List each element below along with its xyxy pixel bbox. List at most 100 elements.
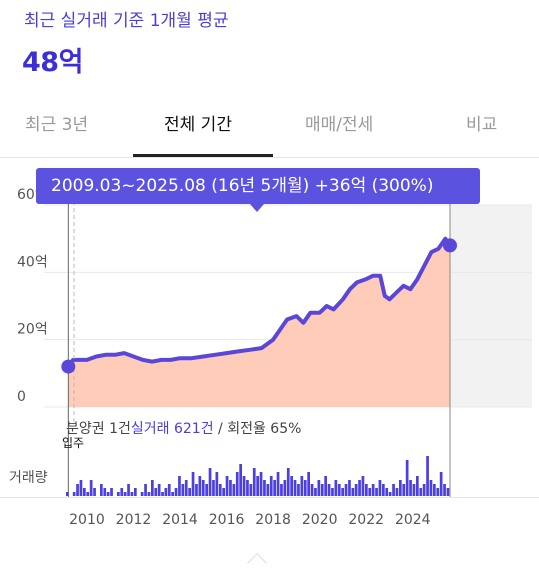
volume-bar — [184, 480, 188, 496]
volume-bar — [225, 476, 229, 496]
x-tick-label: 2014 — [162, 512, 198, 528]
volume-bar — [154, 488, 158, 496]
price-area — [68, 238, 450, 407]
volume-bar — [252, 468, 256, 496]
volume-bar — [365, 484, 368, 496]
volume-bar — [280, 484, 283, 496]
volume-bar — [242, 476, 246, 496]
volume-bar — [269, 476, 273, 496]
tab-sale-jeonse[interactable]: 매매/전세 — [305, 115, 374, 135]
volume-bar — [259, 472, 263, 496]
tab-recent-3-years[interactable]: 최근 3년 — [25, 115, 89, 135]
volume-bar — [164, 488, 168, 496]
volume-bar — [127, 484, 130, 496]
move-in-marker-label: 입주 — [62, 436, 85, 450]
volume-bar — [422, 484, 426, 496]
volume-bar — [416, 476, 419, 496]
volume-bar — [297, 484, 300, 496]
volume-bar — [208, 468, 212, 496]
volume-bar — [123, 492, 127, 496]
volume-bar — [331, 488, 334, 496]
transaction-summary: 분양권 1건실거래 621건 / 회전율 65% — [66, 418, 301, 438]
volume-bar — [229, 480, 232, 496]
volume-bar — [358, 480, 361, 496]
volume-bar — [395, 488, 399, 496]
volume-bar — [348, 480, 351, 496]
volume-bar — [446, 488, 450, 496]
volume-bar — [283, 480, 287, 496]
selection-start-handle — [61, 359, 76, 374]
range-tooltip: 2009.03~2025.08 (16년 5개월) +36억 (300%) — [36, 168, 480, 204]
volume-bar — [320, 484, 324, 496]
volume-bar — [426, 456, 429, 496]
average-price: 48억 — [22, 47, 83, 78]
volume-bar — [310, 484, 314, 496]
y-tick-label: 0 — [17, 389, 26, 405]
volume-bar — [439, 472, 443, 496]
volume-bar — [147, 492, 151, 496]
volume-bar — [314, 488, 317, 496]
volume-bar — [140, 492, 144, 496]
volume-bar — [344, 484, 348, 496]
price-line — [66, 236, 452, 368]
volume-bar — [134, 488, 137, 496]
volume-bar — [273, 480, 276, 496]
tab-compare[interactable]: 비교 — [466, 115, 498, 135]
x-tick-label: 2018 — [255, 512, 291, 528]
volume-bar — [303, 480, 307, 496]
volume-bar — [106, 492, 110, 496]
volume-bar — [103, 488, 107, 496]
selection-end-handle — [443, 238, 457, 253]
x-tick-label: 2022 — [348, 512, 384, 528]
price-caption: 최근 실거래 기준 1개월 평균 — [24, 11, 229, 31]
volume-bar — [433, 484, 436, 496]
volume-bar — [324, 476, 327, 496]
volume-bar — [83, 488, 86, 496]
volume-bar — [120, 488, 124, 496]
volume-bar — [195, 484, 198, 496]
volume-bar — [409, 480, 412, 496]
volume-bar — [198, 476, 202, 496]
volume-bar — [429, 480, 433, 496]
volume-bar — [191, 472, 195, 496]
volume-bar — [436, 488, 440, 496]
volume-bar — [375, 488, 378, 496]
volume-bar — [266, 484, 270, 496]
volume-bar — [246, 480, 249, 496]
active-tab-indicator — [133, 154, 273, 157]
bottom-divider — [0, 497, 539, 498]
volume-bar — [215, 472, 219, 496]
volume-bar — [385, 488, 389, 496]
volume-bar — [443, 484, 446, 496]
volume-bar — [76, 484, 79, 496]
y-tick-label: 40억 — [17, 254, 48, 270]
volume-bar — [399, 480, 402, 496]
volume-bar — [174, 488, 178, 496]
x-tick-label: 2016 — [209, 512, 245, 528]
volume-bar — [100, 484, 103, 496]
volume-bar — [371, 484, 375, 496]
volume-bar — [93, 488, 96, 496]
volume-bar — [327, 484, 331, 496]
price-chart[interactable]: 0 20억 40억 60억 2010 2012 2014 2016 2018 2020 2022 20… — [0, 158, 539, 572]
y-tick-label: 20억 — [17, 322, 48, 338]
volume-bar — [341, 488, 344, 496]
volume-bar — [276, 472, 280, 496]
volume-bar — [361, 476, 365, 496]
volume-bar — [317, 480, 321, 496]
volume-bar — [354, 484, 358, 496]
volume-bar — [405, 460, 409, 496]
transaction-count[interactable]: 실거래 621건 — [130, 421, 214, 437]
volume-bar — [368, 488, 372, 496]
volume-bar — [249, 484, 253, 496]
volume-bar — [334, 480, 338, 496]
volume-bar — [402, 484, 406, 496]
tab-all-period[interactable]: 전체 기간 — [164, 115, 232, 135]
volume-bar — [188, 488, 191, 496]
volume-bar — [300, 476, 304, 496]
turnover-rate: / 회전율 65% — [213, 421, 302, 437]
x-tick-label: 2010 — [69, 512, 105, 528]
volume-bar — [130, 492, 134, 496]
volume-bar — [212, 480, 215, 496]
volume-bar — [232, 484, 236, 496]
